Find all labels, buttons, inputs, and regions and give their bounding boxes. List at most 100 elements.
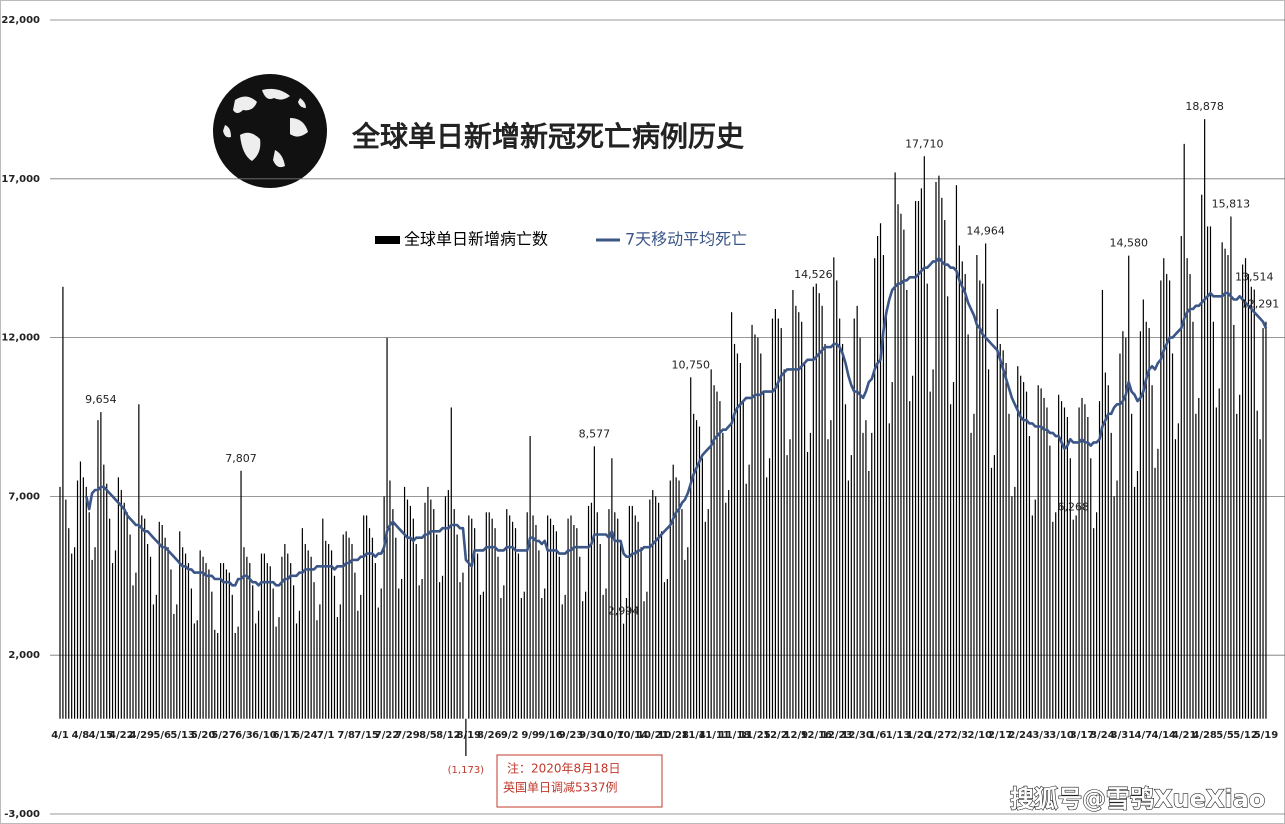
bar [1081, 397, 1083, 719]
bar [415, 544, 417, 719]
bar [220, 563, 222, 719]
x-tick-label: 8/12 [436, 730, 461, 741]
bar [614, 512, 616, 719]
bar [395, 537, 397, 719]
bar [231, 594, 233, 719]
bar [205, 563, 207, 719]
bar [176, 604, 178, 719]
bar [523, 591, 525, 719]
bar [1157, 448, 1159, 719]
bar [351, 544, 353, 719]
bar [1204, 119, 1206, 719]
bar [298, 610, 301, 719]
bar [722, 432, 724, 719]
bar [529, 436, 531, 719]
bar [856, 305, 858, 719]
bar [1230, 216, 1232, 719]
data-label: 2,994 [608, 605, 640, 618]
bar [237, 626, 239, 719]
bar [217, 632, 219, 719]
bar [795, 305, 797, 719]
bar [120, 490, 122, 719]
bar [1043, 397, 1045, 719]
bar [401, 578, 403, 719]
bar [719, 401, 721, 719]
bar [923, 156, 925, 719]
bar [444, 496, 447, 719]
bar [929, 391, 931, 719]
bar [71, 553, 73, 719]
bar [1122, 331, 1124, 719]
bar [456, 534, 458, 719]
data-label: 10,750 [671, 358, 710, 371]
bar [590, 502, 593, 719]
bar [555, 531, 557, 719]
bar [284, 544, 286, 719]
bar [695, 420, 698, 719]
bar [281, 556, 283, 719]
chart-title: 全球单日新增新冠死亡病例历史 [351, 120, 744, 153]
x-tick-label: 10/14 [617, 730, 649, 741]
bar [520, 598, 522, 719]
bar [214, 629, 216, 719]
globe-icon [213, 74, 327, 188]
bar [1171, 353, 1174, 719]
bar [293, 585, 295, 719]
bar [474, 528, 476, 719]
bar [728, 490, 730, 719]
data-label: 15,813 [1212, 197, 1251, 210]
bar [433, 509, 435, 719]
bar [310, 556, 312, 719]
x-tick-label: 12/16 [801, 730, 833, 741]
x-tick-label: 11/25 [739, 730, 771, 741]
bar [441, 575, 444, 719]
bar [920, 188, 922, 719]
bar [1028, 436, 1031, 719]
x-tick-label: 2/3 [951, 730, 969, 741]
bar [1209, 226, 1212, 719]
bar [909, 401, 911, 719]
bar [987, 369, 990, 719]
bar [517, 553, 520, 719]
bar [1236, 413, 1238, 719]
bar [427, 486, 429, 719]
bar [970, 432, 972, 719]
bar [669, 480, 671, 719]
bar [652, 490, 654, 719]
bar [199, 550, 201, 719]
bar [850, 455, 852, 719]
x-tick-label: 11/18 [719, 730, 751, 741]
bar [1125, 337, 1127, 719]
bar [862, 432, 864, 719]
bar [678, 480, 680, 719]
bar [494, 528, 496, 719]
bar [202, 556, 204, 719]
bar [640, 547, 642, 719]
bar [526, 512, 528, 719]
bar [733, 343, 736, 719]
legend-swatch [375, 236, 400, 244]
bar [240, 470, 242, 719]
bar [1060, 401, 1063, 719]
bar [1136, 470, 1139, 719]
bar [780, 328, 782, 719]
x-tick-label: 1/6 [869, 730, 887, 741]
bar [938, 175, 940, 719]
bar [453, 509, 455, 719]
x-tick-label: 3/31 [1111, 730, 1136, 741]
bar [768, 458, 771, 719]
bar [1104, 372, 1106, 719]
bar [313, 582, 315, 719]
bar [325, 540, 327, 719]
bar [114, 550, 117, 719]
x-tick-label: 12/2 [763, 730, 788, 741]
bar [675, 477, 677, 719]
y-tick-label: 12,000 [1, 333, 40, 344]
y-tick-label: 22,000 [1, 15, 40, 26]
y-tick-label: 7,000 [8, 491, 40, 502]
bar [158, 521, 160, 719]
bar [1058, 394, 1060, 719]
bar [459, 582, 461, 719]
bar [932, 369, 934, 719]
bar [1069, 458, 1071, 719]
